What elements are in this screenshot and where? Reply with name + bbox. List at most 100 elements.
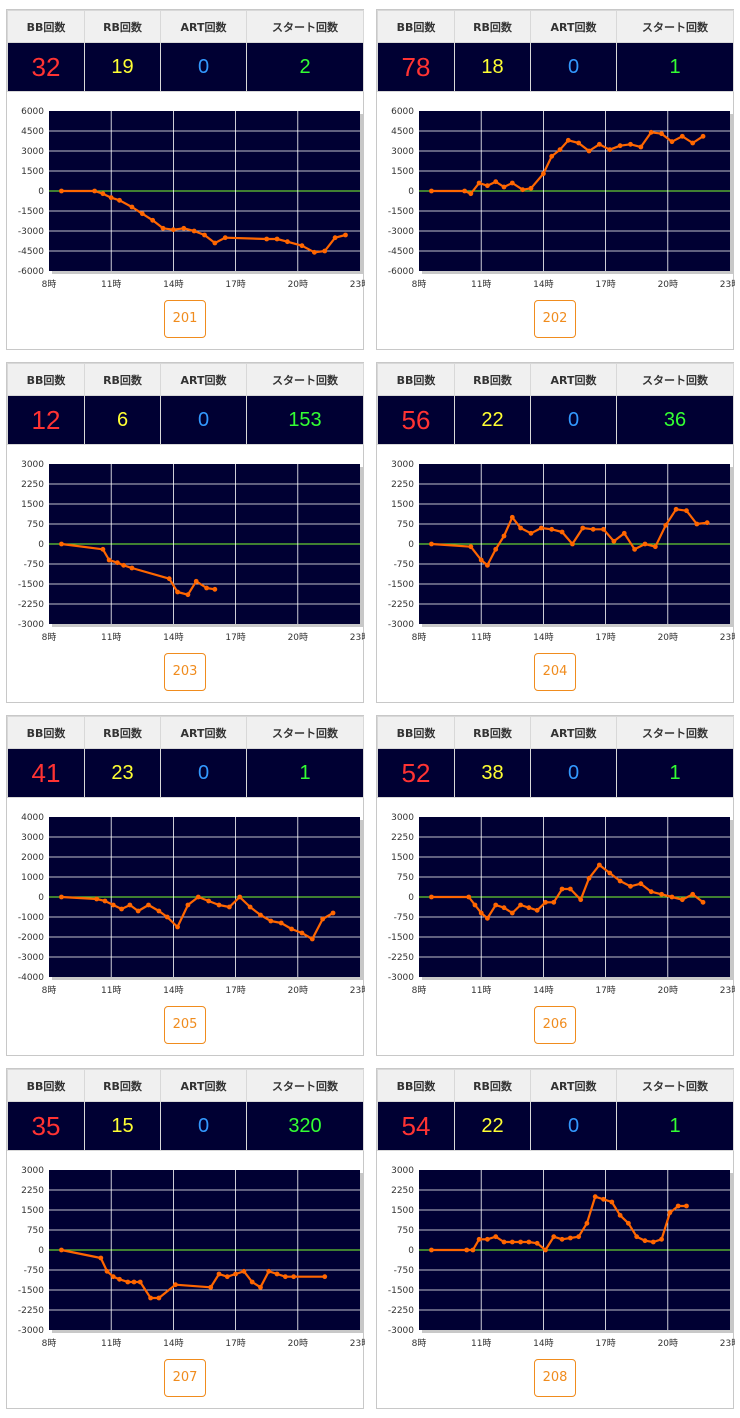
data-point [509,514,515,520]
data-point [59,1247,64,1253]
machine-number-button[interactable]: 206 [534,1006,576,1044]
x-tick-label: 23時 [350,985,365,996]
data-point [468,191,474,197]
y-tick-label: 0 [408,187,414,197]
y-tick-label: -3000 [388,227,414,237]
data-point [518,525,523,531]
x-tick-label: 23時 [350,632,365,643]
data-point [652,544,658,550]
y-tick-label: -1000 [18,913,44,923]
data-point [131,1279,137,1285]
y-tick-label: 0 [38,187,44,197]
machine-number-button[interactable]: 204 [534,653,576,691]
header-bb: BB回数 [377,363,455,396]
data-point [528,530,534,536]
machine-panel: BB回数 RB回数 ART回数 スタート回数 32 19 0 2 201 6000… [6,9,365,350]
machine-number-button[interactable]: 203 [164,653,206,691]
data-point [570,541,575,547]
x-tick-label: 11時 [471,279,491,290]
header-art: ART回数 [530,363,617,396]
data-point [659,891,664,897]
y-tick-label: 0 [38,540,44,550]
data-point [175,589,180,595]
y-tick-label: -3000 [388,620,414,630]
data-point [534,907,540,913]
y-tick-label: 2250 [21,480,44,490]
header-rb: RB回数 [84,716,161,749]
data-point [485,183,490,189]
data-point [704,520,710,526]
machine-number-button[interactable]: 201 [164,300,206,338]
data-point [322,248,328,254]
machine-number-button[interactable]: 202 [534,300,576,338]
data-point [156,908,162,914]
y-tick-label: -2250 [388,1306,414,1316]
y-tick-label: -750 [24,1266,45,1276]
data-point [609,1199,615,1205]
header-rb: RB回数 [454,716,531,749]
start-count: 1 [616,42,734,92]
data-point [567,1235,573,1241]
x-tick-label: 20時 [658,279,678,290]
y-tick-label: 1500 [391,167,414,177]
data-point [673,506,679,512]
x-tick-label: 14時 [163,279,183,290]
x-tick-label: 14時 [163,632,183,643]
data-point [684,508,689,514]
x-tick-label: 8時 [42,632,57,643]
x-tick-label: 11時 [471,632,491,643]
machine-number-button[interactable]: 207 [164,1359,206,1397]
data-point [100,191,106,197]
header-rb: RB回数 [84,1069,161,1102]
machine-number-button[interactable]: 208 [534,1359,576,1397]
y-tick-label: -3000 [18,1326,44,1336]
data-point [258,912,263,918]
data-point [485,1236,490,1242]
x-tick-label: 20時 [288,1338,308,1349]
data-point [549,153,555,159]
data-point [493,546,499,552]
y-tick-label: -1500 [388,1286,414,1296]
data-point [607,870,613,876]
data-point [164,914,170,920]
data-point [638,144,644,150]
data-point [700,899,706,905]
y-tick-label: 4500 [21,127,44,137]
data-point [565,137,571,143]
y-tick-label: 4000 [21,813,44,823]
data-point [59,188,64,194]
data-point [274,236,280,242]
x-tick-label: 23時 [720,632,735,643]
data-point [541,171,546,177]
data-point [193,578,199,584]
data-point [160,225,166,231]
bb-count: 56 [377,395,455,445]
data-point [249,1279,255,1285]
data-point [501,184,507,190]
data-point [59,541,64,547]
data-point [264,236,270,242]
header-start: スタート回数 [246,363,364,396]
data-point [330,910,336,916]
data-point [518,1239,523,1245]
data-point [592,1194,598,1200]
data-point [92,188,98,194]
data-point [258,1284,263,1290]
data-point [501,533,507,539]
x-tick-label: 23時 [720,1338,735,1349]
header-start: スタート回数 [616,716,734,749]
header-art: ART回数 [530,10,617,43]
y-tick-label: -1500 [18,207,44,217]
data-point [268,918,274,924]
data-point [110,1274,116,1280]
data-point [626,1220,631,1226]
data-point [650,1239,656,1245]
data-point [580,525,586,531]
machine-number-button[interactable]: 205 [164,1006,206,1044]
data-point [501,1239,507,1245]
header-bb: BB回数 [377,10,455,43]
y-tick-label: -2250 [388,953,414,963]
data-point [150,217,156,223]
data-point [534,1240,540,1246]
y-tick-label: -1500 [388,933,414,943]
